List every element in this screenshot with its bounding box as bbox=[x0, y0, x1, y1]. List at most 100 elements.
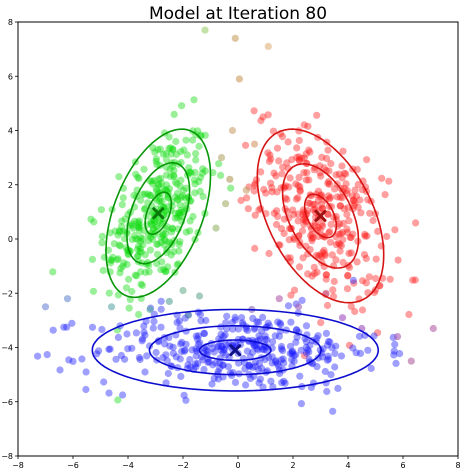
data-point bbox=[323, 356, 331, 364]
data-point bbox=[191, 168, 199, 177]
data-point bbox=[300, 352, 309, 360]
data-point bbox=[140, 322, 148, 330]
data-point bbox=[347, 233, 355, 242]
data-point bbox=[131, 217, 139, 225]
data-point bbox=[157, 233, 165, 241]
data-point bbox=[68, 319, 76, 327]
y-tick-label: −8 bbox=[1, 452, 13, 461]
data-point bbox=[147, 233, 155, 241]
data-point bbox=[163, 357, 171, 365]
data-point bbox=[267, 155, 275, 163]
data-point bbox=[261, 335, 269, 343]
data-point bbox=[337, 242, 345, 250]
x-axis-ticks: −8 −6 −4 −2 0 2 4 6 8 bbox=[12, 456, 461, 470]
data-point bbox=[363, 156, 371, 164]
covariance-ellipse bbox=[281, 163, 360, 269]
data-point bbox=[243, 347, 251, 355]
data-point bbox=[321, 250, 329, 258]
data-point bbox=[349, 344, 357, 352]
data-point bbox=[259, 383, 267, 391]
data-point bbox=[135, 222, 143, 230]
data-point bbox=[141, 190, 149, 198]
data-point bbox=[134, 218, 142, 226]
data-point bbox=[279, 163, 287, 171]
data-point bbox=[286, 349, 294, 358]
y-tick-label: −6 bbox=[1, 398, 13, 407]
data-point bbox=[136, 268, 145, 276]
data-point bbox=[155, 189, 163, 197]
data-point bbox=[95, 347, 103, 355]
data-point bbox=[200, 365, 208, 374]
data-point bbox=[286, 254, 294, 262]
data-point bbox=[231, 316, 239, 324]
data-point bbox=[150, 218, 159, 226]
data-point bbox=[93, 350, 101, 358]
data-point bbox=[308, 230, 316, 238]
data-point bbox=[170, 173, 178, 181]
data-point bbox=[355, 332, 364, 340]
data-point bbox=[177, 340, 185, 348]
y-tick-label: 6 bbox=[8, 72, 13, 81]
data-point bbox=[262, 189, 270, 197]
data-point bbox=[177, 206, 185, 214]
data-point bbox=[195, 142, 203, 150]
data-point bbox=[278, 379, 286, 387]
data-point bbox=[339, 236, 347, 244]
data-point bbox=[283, 195, 291, 204]
data-point bbox=[183, 151, 191, 159]
data-point bbox=[308, 272, 316, 280]
data-point bbox=[155, 175, 163, 183]
data-point bbox=[264, 111, 272, 119]
data-point bbox=[163, 181, 171, 189]
data-point bbox=[174, 196, 182, 204]
data-point bbox=[191, 180, 199, 188]
data-point bbox=[171, 178, 179, 186]
data-point bbox=[116, 228, 124, 236]
data-point bbox=[180, 146, 188, 154]
data-point bbox=[43, 351, 51, 359]
data-point bbox=[270, 209, 278, 217]
data-point bbox=[170, 171, 178, 179]
data-point bbox=[214, 342, 223, 350]
data-point bbox=[209, 361, 217, 369]
data-point bbox=[272, 357, 280, 365]
data-point bbox=[138, 337, 146, 345]
data-point bbox=[311, 222, 319, 230]
data-point bbox=[272, 358, 280, 366]
data-point bbox=[280, 359, 288, 367]
data-point bbox=[208, 380, 216, 388]
data-point bbox=[319, 222, 327, 230]
data-point bbox=[306, 341, 314, 350]
data-point bbox=[132, 235, 140, 243]
data-point bbox=[256, 342, 264, 350]
data-point bbox=[289, 206, 297, 214]
data-point bbox=[184, 361, 192, 369]
data-point bbox=[113, 256, 121, 264]
data-point bbox=[204, 358, 212, 366]
data-point bbox=[98, 239, 106, 247]
data-point bbox=[202, 316, 210, 325]
data-point bbox=[323, 387, 331, 396]
data-point bbox=[298, 296, 306, 304]
data-point bbox=[223, 312, 231, 320]
data-point bbox=[308, 237, 316, 245]
data-point bbox=[173, 180, 181, 188]
data-point bbox=[324, 146, 332, 154]
data-point bbox=[270, 169, 278, 177]
data-point bbox=[258, 364, 266, 373]
data-point bbox=[204, 348, 212, 356]
data-point bbox=[219, 348, 227, 357]
data-point bbox=[199, 192, 207, 201]
data-point bbox=[117, 264, 125, 272]
data-point bbox=[336, 220, 344, 228]
data-point bbox=[311, 200, 319, 208]
data-point bbox=[245, 361, 253, 370]
data-point bbox=[160, 265, 168, 273]
data-point bbox=[302, 150, 310, 158]
data-point bbox=[318, 153, 326, 161]
data-point bbox=[182, 136, 190, 144]
data-point bbox=[328, 251, 336, 259]
data-point bbox=[258, 345, 266, 353]
data-point bbox=[159, 150, 167, 158]
